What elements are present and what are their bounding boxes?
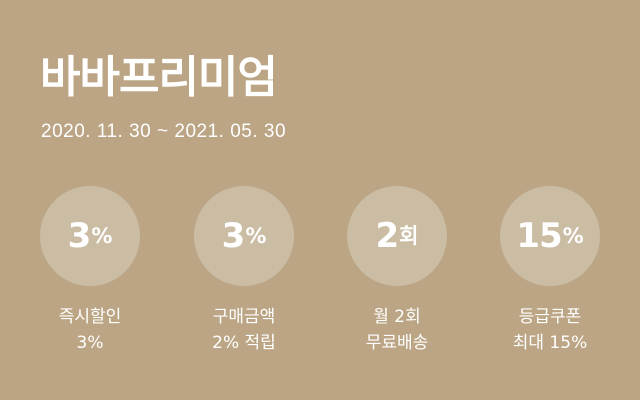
benefit-value: 15 — [516, 216, 562, 256]
benefit-description: 즉시할인 3% — [25, 304, 155, 356]
benefit-detail: 3% — [76, 333, 104, 353]
benefit-value: 3 — [221, 216, 246, 256]
benefit-detail: 무료배송 — [365, 333, 429, 353]
benefit-value: 3 — [67, 216, 92, 256]
benefit-circle: 15% — [500, 186, 600, 286]
benefit-label: 월 2회 — [373, 307, 421, 327]
benefit-label: 등급쿠폰 — [518, 307, 582, 327]
benefit-detail: 최대 15% — [512, 333, 588, 353]
page-title: 바바프리미엄 — [40, 52, 278, 103]
benefit-label: 구매금액 — [212, 307, 276, 327]
benefit-grade-coupon: 15% 등급쿠폰 최대 15% — [485, 186, 615, 356]
benefit-unit: % — [245, 224, 267, 248]
benefit-label: 즉시할인 — [58, 307, 122, 327]
promotion-period: 2020. 11. 30 ~ 2021. 05. 30 — [41, 121, 287, 142]
benefit-description: 월 2회 무료배송 — [332, 304, 462, 356]
benefit-unit: % — [562, 224, 584, 248]
benefit-circle: 3% — [194, 186, 294, 286]
benefit-value: 2 — [375, 216, 400, 256]
benefit-circle: 3% — [40, 186, 140, 286]
benefit-unit: % — [91, 224, 113, 248]
benefit-instant-discount: 3% 즉시할인 3% — [25, 186, 155, 356]
benefit-description: 구매금액 2% 적립 — [179, 304, 309, 356]
benefit-points: 3% 구매금액 2% 적립 — [179, 186, 309, 356]
benefit-unit: 회 — [399, 224, 419, 248]
benefit-description: 등급쿠폰 최대 15% — [485, 304, 615, 356]
benefit-detail: 2% 적립 — [212, 333, 276, 353]
